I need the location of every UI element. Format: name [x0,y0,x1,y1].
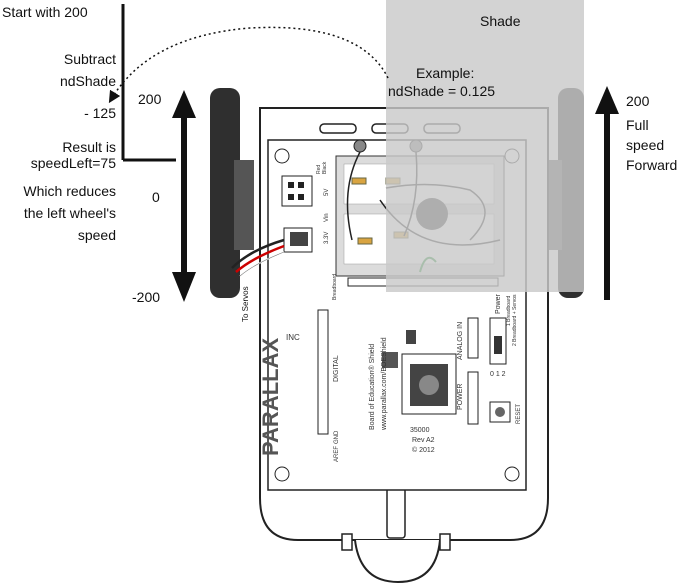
result-label-2: speedLeft=75 [30,155,116,171]
breadboard-2-label: 2 Breadboard + Servos [512,294,518,346]
inc-label: INC [286,333,300,342]
example-label-2: ndShade = 0.125 [388,83,496,99]
reduce-label-3: speed [77,227,116,243]
scale-bottom-label: -200 [132,289,161,305]
power-header-label: POWER [457,384,464,410]
reset-label: RESET [516,404,522,424]
parallax-logo: PARALLAX [258,338,283,456]
vin-label: Vin [324,213,330,222]
minus-125-label: - 125 [84,105,116,121]
reduce-label-1: Which reduces [23,183,116,199]
black-label: Black [322,161,328,174]
5v-label: 5V [324,189,330,196]
3v3-label: 3.3V [324,232,330,244]
aref-label: AREF [334,446,340,462]
red-label: Red [316,165,322,174]
part-number-label: 35000 [410,427,430,434]
example-label-1: Example: [416,65,475,81]
right-line1-label: Full [626,117,649,133]
phototransistor-left-icon [353,139,367,153]
rev-label: Rev A2 [412,437,435,444]
start-label: Start with 200 [2,4,88,20]
right-value-label: 200 [626,93,650,109]
breadboard-1-label: 1 Breadboard [506,295,512,326]
shade-overlay [386,0,584,292]
scale-mid-label: 0 [152,189,160,205]
result-label-1: Result is [62,139,116,155]
breadboard-header-label: Breadboard [332,274,338,300]
gnd-label: GND [334,430,340,444]
shield-url-label: www.parallax.com/BOEShield [381,337,388,431]
to-servos-label: To Servos [241,286,250,322]
power-switch-label: Power [495,293,502,314]
shade-title: Shade [480,13,521,29]
subtract-label-1: Subtract [63,51,116,67]
analog-in-label: ANALOG IN [457,322,464,360]
right-line3-label: Forward [626,157,678,173]
reduce-label-2: the left wheel's [23,205,116,221]
dotted-connector [108,26,389,104]
right-line2-label: speed [626,137,665,153]
left-wheel [210,88,240,298]
subtract-label-2: ndShade [59,73,116,89]
copyright-label: © 2012 [412,446,435,454]
scale-top-label: 200 [138,91,162,107]
digital-label: DIGITAL [333,355,340,382]
shield-name-label: Board of Education® Shield [368,344,376,430]
switch-numbers-label: 0 1 2 [490,371,506,378]
